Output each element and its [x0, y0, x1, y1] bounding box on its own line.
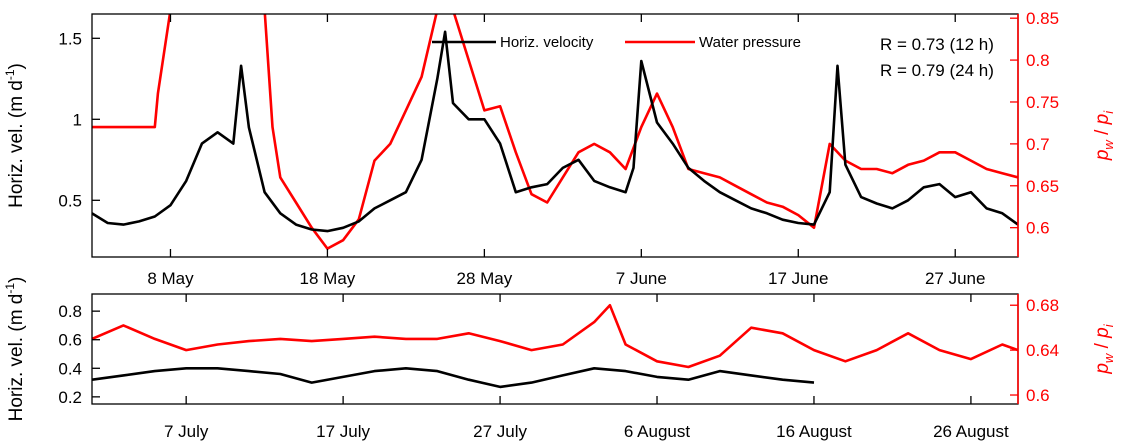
- y-right-tick-label: 0.8: [1026, 51, 1050, 70]
- y-left-label-main: Horiz. vel. (m d: [6, 80, 27, 208]
- legend-label-velocity: Horiz. velocity: [500, 34, 594, 51]
- y-right-label-w: w: [1101, 139, 1116, 150]
- y-right-tick-label: 0.6: [1026, 219, 1050, 238]
- y-right-label-i: i: [1101, 323, 1116, 327]
- series-group: [92, 14, 1018, 250]
- x-tick-label: 26 August: [933, 422, 1009, 441]
- y-right-tick-label: 0.7: [1026, 135, 1050, 154]
- y-right-label-slash: /: [1092, 338, 1113, 354]
- y-left-tick-label: 1.5: [58, 29, 82, 48]
- y-left-label-end: ): [6, 277, 27, 283]
- water-pressure-line: [92, 303, 1018, 369]
- y-left-label-sup: -1: [3, 69, 17, 80]
- x-tick-label: 8 May: [147, 269, 194, 288]
- y-left-label: Horiz. vel. (m d-1): [3, 63, 27, 208]
- y-left-label-main: Horiz. vel. (m d: [6, 294, 27, 422]
- y-right-label: pw / pi: [1092, 323, 1116, 374]
- x-tick-label: 27 June: [925, 269, 986, 288]
- y-left-label-end: ): [6, 63, 27, 69]
- x-tick-label: 27 July: [473, 422, 527, 441]
- y-left-tick-label: 0.4: [58, 359, 82, 378]
- x-tick-label: 17 June: [768, 269, 829, 288]
- legend: Horiz. velocity Water pressure: [432, 34, 801, 51]
- y-right-tick-label: 0.75: [1026, 93, 1059, 112]
- horiz-velocity-line: [92, 30, 1018, 233]
- y-right-tick-label: 0.6: [1026, 386, 1050, 405]
- x-tick-label: 6 August: [624, 422, 690, 441]
- x-tick-label: 17 July: [316, 422, 370, 441]
- series-group: [92, 303, 1018, 389]
- bottom-panel: 7 July 17 July 27 July 6 August 16 August 26 …: [3, 277, 1116, 441]
- correlation-annotation: R = 0.73 (12 h): [880, 35, 994, 54]
- y-right-tick-label: 0.85: [1026, 9, 1059, 28]
- x-tick-label: 16 August: [776, 422, 852, 441]
- water-pressure-line: [92, 14, 1018, 250]
- y-left-tick-label: 0.8: [58, 302, 82, 321]
- y-right-label-p: p: [1092, 150, 1113, 162]
- top-panel: 8 May 18 May 28 May 7 June 17 June 27 June 0.5…: [3, 9, 1116, 288]
- y-left-tick-label: 0.6: [58, 331, 82, 350]
- horiz-velocity-line: [92, 366, 815, 389]
- y-right-label-slash: /: [1092, 124, 1113, 140]
- y-left-tick-label: 0.2: [58, 388, 82, 407]
- legend-label-pressure: Water pressure: [699, 34, 801, 51]
- x-tick-label: 7 July: [164, 422, 209, 441]
- x-tick-label: 18 May: [300, 269, 356, 288]
- y-left-tick-label: 1: [73, 110, 82, 129]
- y-right-tick-label: 0.65: [1026, 177, 1059, 196]
- y-right-label-p: p: [1092, 363, 1113, 375]
- x-tick-label: 28 May: [456, 269, 512, 288]
- y-left-label-sup: -1: [3, 283, 17, 294]
- y-right-label: pw / pi: [1092, 110, 1116, 161]
- y-right-label-p2: p: [1092, 114, 1113, 126]
- y-right-label-i: i: [1101, 110, 1116, 114]
- y-left-tick-label: 0.5: [58, 191, 82, 210]
- x-tick-label: 7 June: [616, 269, 667, 288]
- y-right-label-p2: p: [1092, 327, 1113, 339]
- y-right-tick-label: 0.64: [1026, 341, 1059, 360]
- y-left-label: Horiz. vel. (m d-1): [3, 277, 27, 422]
- y-right-label-w: w: [1101, 352, 1116, 363]
- y-right-tick-label: 0.68: [1026, 296, 1059, 315]
- correlation-annotation: R = 0.79 (24 h): [880, 61, 994, 80]
